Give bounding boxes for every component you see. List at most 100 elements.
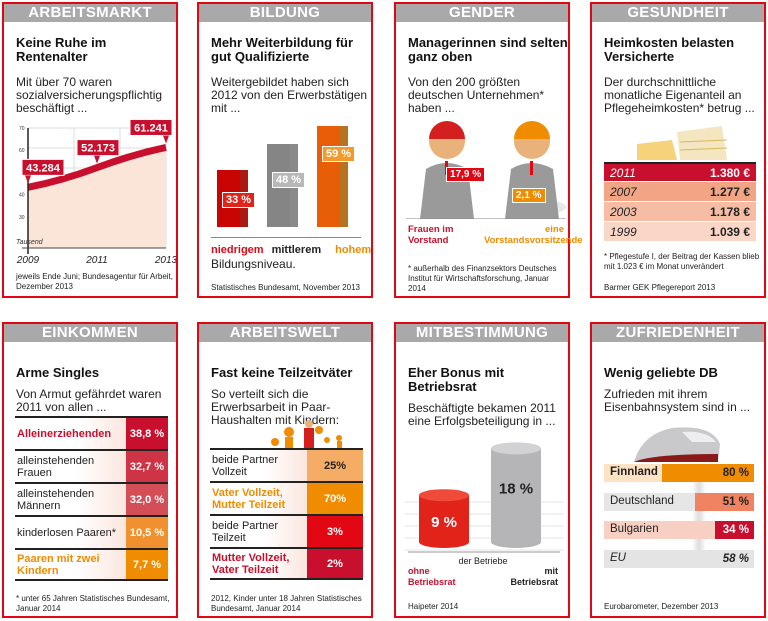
- country-value: 51 %: [695, 492, 754, 511]
- card-header: ARBEITSMARKT: [4, 4, 176, 22]
- data-label: 61.241: [134, 122, 168, 134]
- footnote: * Pflegestufe I, der Beitrag der Kassen …: [604, 252, 760, 271]
- cylinder-value: 9 %: [431, 514, 457, 531]
- label-hohem: hohem: [335, 244, 372, 256]
- cylinder-mit: [491, 442, 541, 548]
- value-frauen-vorstand: 17,9 %: [446, 167, 486, 182]
- cost-row: 2003 1.178 €: [604, 202, 756, 222]
- card-arbeitsmarkt: ARBEITSMARKT Keine Ruhe im Rentenalter M…: [2, 2, 178, 298]
- data-label-box: [129, 118, 173, 136]
- data-label: 52.173: [81, 143, 115, 155]
- card-title: Managerinnen sind selten ganz oben: [408, 35, 568, 64]
- table-row: alleinstehenden Männern 32,0 %: [15, 482, 168, 515]
- cylinder-value: 18 %: [499, 480, 533, 497]
- year: 2007: [610, 184, 637, 199]
- card-einkommen: EINKOMMEN Arme Singles Von Armut gefährd…: [2, 322, 178, 618]
- table-row: kinderlosen Paaren* 10,5 %: [15, 515, 168, 548]
- row-value: 32,7 %: [126, 451, 168, 482]
- row-label: alleinstehenden Frauen: [15, 451, 126, 482]
- label-mit-betriebsrat: mit Betriebsrat: [510, 566, 558, 587]
- country-value: 34 %: [714, 521, 754, 539]
- bar-value-label: 48 %: [272, 172, 306, 189]
- card-arbeitswelt: ARBEITSWELT Fast keine Teilzeitväter So …: [197, 322, 373, 618]
- bar-hohem: [317, 125, 348, 227]
- card-subtitle: Von Armut gefährdet waren 2011 von allen…: [16, 387, 162, 414]
- footnote: jeweils Ende Juni; Bundesagentur für Arb…: [16, 272, 173, 291]
- label-ohne-betriebsrat: ohne Betriebsrat: [408, 566, 456, 587]
- train-icon: [634, 427, 720, 462]
- country-bar: Deutschland 51 %: [604, 492, 754, 511]
- cost-value: 1.380 €: [709, 165, 750, 180]
- middle-label: der Betriebe: [458, 556, 508, 566]
- card-header: MITBESTIMMUNG: [396, 324, 568, 342]
- table-row: Alleinerziehenden 38,8 %: [15, 416, 168, 449]
- year: 2003: [610, 204, 637, 219]
- country-value: 58 %: [722, 552, 749, 565]
- cost-row: 1999 1.039 €: [604, 222, 756, 242]
- y-tick-label: 60: [19, 148, 25, 154]
- table-row: Paaren mit zwei Kindern 7,7 %: [15, 548, 168, 581]
- row-label: beide Partner Vollzeit: [210, 450, 307, 481]
- cost-value: 1.178 €: [709, 204, 750, 219]
- footnote: Eurobarometer, Dezember 2013: [604, 602, 719, 611]
- country-bar: Finnland 80 %: [604, 464, 754, 482]
- country-value: 80 %: [662, 464, 754, 482]
- row-label: Paaren mit zwei Kindern: [15, 550, 126, 579]
- row-value: 32,0 %: [126, 484, 168, 515]
- source: Barmer GEK Pflegereport 2013: [604, 283, 716, 292]
- card-subtitle: Zufrieden mit ihrem Eisenbahnsystem sind…: [604, 387, 751, 414]
- card-title: Eher Bonus mit Betriebsrat: [408, 365, 505, 394]
- country-bar: Bulgarien 34 %: [604, 521, 754, 539]
- bar-value-label: 33 %: [222, 192, 256, 209]
- row-label: alleinstehenden Männern: [15, 484, 126, 515]
- card-header: ARBEITSWELT: [199, 324, 371, 342]
- row-value: 10,5 %: [126, 517, 168, 548]
- row-label: Mutter Vollzeit, Vater Teilzeit: [210, 549, 307, 578]
- y-tick-label: 30: [19, 215, 25, 221]
- money-stack-icon: [637, 126, 728, 160]
- card-subtitle: Weitergebildet haben sich 2012 von den E…: [211, 75, 368, 115]
- card-zufriedenheit: ZUFRIEDENHEIT Wenig geliebte DB Zufriede…: [590, 322, 766, 618]
- card-subtitle: Der durchschnittliche monatliche Eigenan…: [604, 75, 755, 115]
- bar-value-label: 59 %: [322, 145, 356, 162]
- card-header: ZUFRIEDENHEIT: [592, 324, 764, 342]
- card-title: Mehr Weiterbildung für gut Qualifizierte: [211, 35, 354, 64]
- label-niedrigem: niedrigem: [211, 244, 264, 256]
- cost-value: 1.039 €: [709, 224, 750, 239]
- country-name: Finnland: [610, 466, 658, 478]
- data-label-pointer: [94, 155, 100, 164]
- label-mittlerem: mittlerem: [271, 244, 322, 256]
- value-vorstandsvorsitzende: 2,1 %: [512, 188, 546, 203]
- manager-figures-icon: [406, 121, 566, 219]
- y-tick-label: 70: [19, 126, 25, 132]
- card-title: Wenig geliebte DB: [604, 365, 718, 380]
- area-fill: [28, 147, 166, 248]
- table-row: beide Partner Vollzeit 25%: [210, 448, 363, 481]
- line-chart: 70 60 40 30 Tausend 2009 2011 2013 43.284 52.173 6…: [16, 118, 176, 266]
- card-gender: GENDER Managerinnen sind selten ganz obe…: [394, 2, 583, 298]
- row-value: 2%: [307, 549, 363, 578]
- card-subtitle: Von den 200 größten deutschen Unternehme…: [408, 75, 545, 115]
- baseline: [211, 237, 361, 238]
- row-label: Alleinerziehenden: [15, 418, 126, 449]
- card-header: GESUNDHEIT: [592, 4, 764, 22]
- row-value: 25%: [307, 450, 363, 481]
- country-bar: EU 58 %: [604, 549, 754, 568]
- card-header: GENDER: [396, 4, 568, 22]
- cost-row: 2011 1.380 €: [604, 162, 756, 182]
- card-mitbestimmung: MITBESTIMMUNG Eher Bonus mit Betriebsrat…: [394, 322, 570, 618]
- card-subtitle: Beschäftigte bekamen 2011 eine Erfolgsbe…: [408, 401, 556, 428]
- data-label: 43.284: [26, 162, 61, 174]
- family-figures-icon: [271, 420, 342, 450]
- row-label: beide Partner Teilzeit: [210, 516, 307, 547]
- label-frauen-vorstand: Frauen im Vorstand: [408, 224, 454, 246]
- row-value: 7,7 %: [126, 550, 168, 579]
- series-line: [27, 144, 167, 191]
- cost-value: 1.277 €: [709, 184, 750, 199]
- row-label: Vater Vollzeit, Mutter Teilzeit: [210, 483, 307, 514]
- country-name: EU: [610, 551, 626, 564]
- country-name: Bulgarien: [610, 523, 659, 535]
- card-title: Heimkosten belasten Versicherte: [604, 35, 735, 64]
- x-tick-label: 2009: [16, 255, 40, 266]
- x-tick-label: 2013: [154, 255, 176, 266]
